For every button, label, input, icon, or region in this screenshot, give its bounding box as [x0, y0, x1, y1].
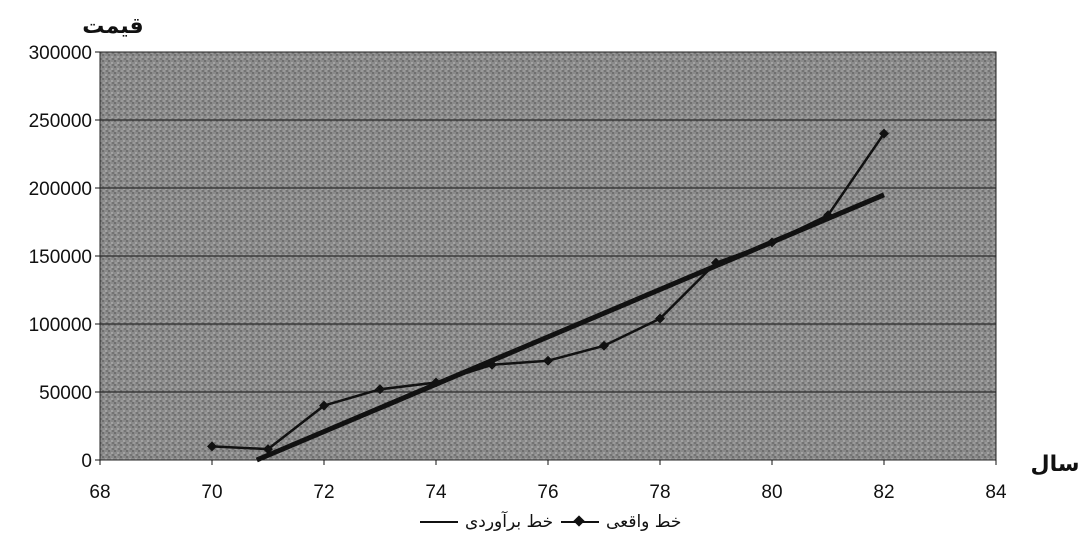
data-point-marker: [319, 400, 329, 411]
y-tick-label: 300000: [29, 43, 92, 64]
data-point-marker: [879, 128, 889, 139]
y-tick-label: 200000: [29, 179, 92, 200]
data-point-marker: [207, 441, 217, 452]
gridlines: [100, 119, 996, 393]
y-tick-label: 150000: [29, 247, 92, 268]
data-point-marker: [655, 313, 665, 324]
data-point-marker: [599, 340, 609, 351]
x-tick-label: 72: [313, 482, 334, 503]
y-tick-label: 100000: [29, 315, 92, 336]
x-axis-title: سال: [1031, 452, 1080, 477]
x-axis-ticks: 68 70 72 74 76 78 80 82 84: [89, 460, 1007, 503]
x-tick-label: 82: [873, 482, 894, 503]
y-axis-title: قیمت: [82, 14, 143, 39]
data-point-marker: [543, 355, 553, 366]
x-tick-label: 76: [537, 482, 558, 503]
data-point-marker: [375, 384, 385, 395]
y-tick-label: 250000: [29, 111, 92, 132]
diamond-marker-icon: [572, 515, 585, 527]
series-line-estimated: [255, 192, 885, 463]
x-tick-label: 68: [89, 482, 110, 503]
legend-label-estimated: خط برآوردی: [464, 512, 554, 532]
x-tick-label: 80: [761, 482, 782, 503]
series-layer: [207, 128, 889, 463]
x-tick-label: 78: [649, 482, 670, 503]
legend-swatch-actual: [560, 515, 599, 527]
x-tick-label: 74: [425, 482, 447, 503]
legend: خط واقعی خط برآوردی: [0, 512, 1085, 532]
y-axis-ticks: 0 50000 100000 150000 200000 250000 300000: [29, 43, 100, 472]
legend-item-estimated: خط برآوردی: [418, 512, 554, 532]
x-tick-label: 84: [985, 482, 1007, 503]
y-tick-label: 50000: [39, 383, 92, 404]
x-tick-label: 70: [201, 482, 222, 503]
legend-label-actual: خط واقعی: [605, 512, 682, 532]
legend-item-actual: خط واقعی: [559, 512, 682, 532]
y-tick-label: 0: [81, 451, 92, 472]
legend-swatch-estimated: [419, 521, 458, 523]
